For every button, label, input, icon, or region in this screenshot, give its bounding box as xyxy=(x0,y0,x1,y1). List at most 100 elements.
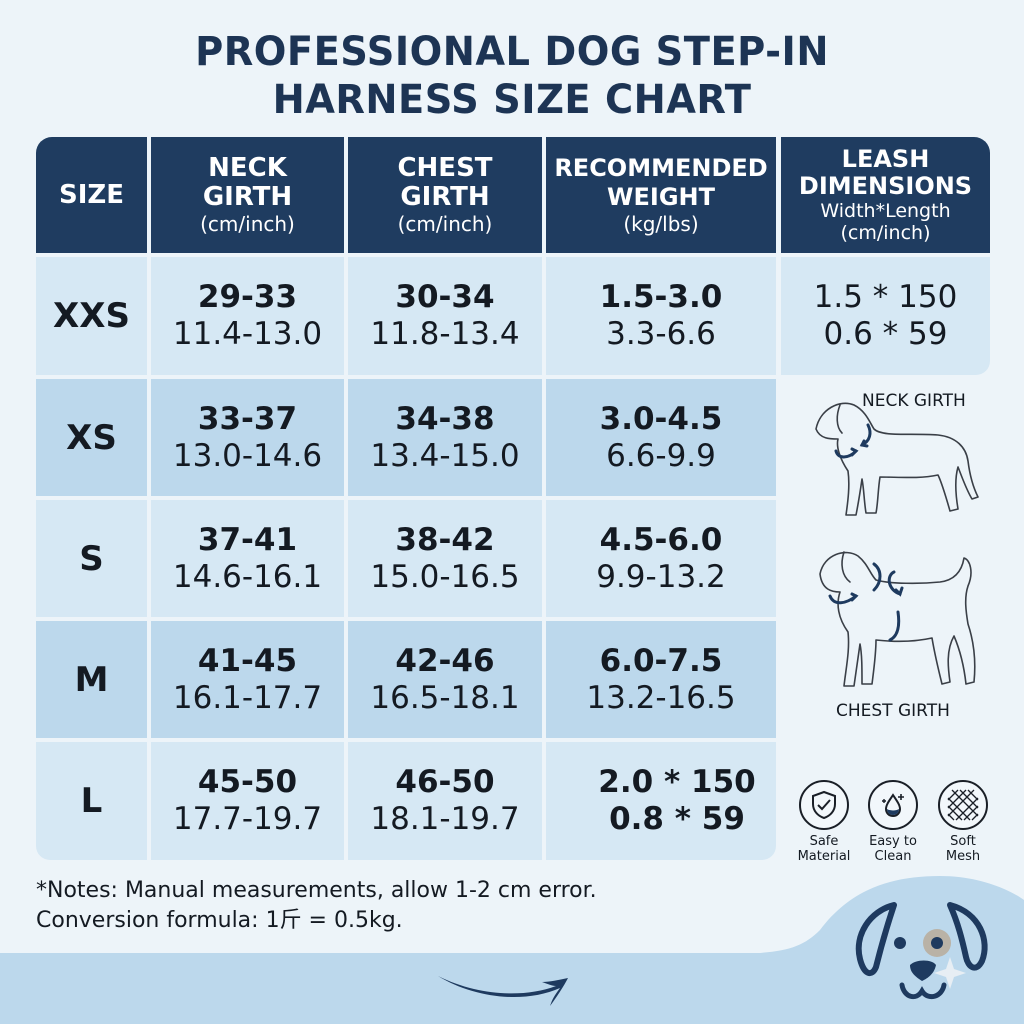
neck-inch: 13.0-14.6 xyxy=(172,437,323,474)
weight-kg: 2.0 * 150 xyxy=(598,764,756,800)
neck-cm: 33-37 xyxy=(197,400,298,437)
table-row-xs-neck: 33-37 13.0-14.6 xyxy=(151,379,344,496)
size-label: XXS xyxy=(53,296,130,336)
leash-cm: 1.5 * 150 xyxy=(813,279,958,315)
table-row-m-size: M xyxy=(36,621,147,738)
weight-kg: 1.5-3.0 xyxy=(599,279,723,315)
weight-kg: 6.0-7.5 xyxy=(599,642,723,679)
header-weight-main-2: WEIGHT xyxy=(607,183,715,211)
table-row-xxs-leash: 1.5 * 150 0.6 * 59 xyxy=(781,257,990,375)
smile-arrow-logo-icon xyxy=(438,976,568,1006)
badge-soft-mesh: Soft Mesh xyxy=(933,780,993,864)
table-row-xxs-chest: 30-34 11.8-13.4 xyxy=(348,257,542,375)
chest-cm: 46-50 xyxy=(395,764,495,800)
chest-cm: 30-34 xyxy=(395,279,495,315)
chest-inch: 13.4-15.0 xyxy=(370,437,520,474)
header-leash-sub-1: Width*Length xyxy=(820,200,951,222)
neck-girth-label: NECK GIRTH xyxy=(862,391,966,411)
weight-lbs: 3.3-6.6 xyxy=(606,316,716,352)
leash-inch: 0.6 * 59 xyxy=(823,316,948,352)
chest-cm: 38-42 xyxy=(395,521,495,558)
header-leash-main-1: LEASH xyxy=(841,145,930,173)
table-row-xs-chest: 34-38 13.4-15.0 xyxy=(348,379,542,496)
size-label: XS xyxy=(66,417,117,458)
header-neck-unit: (cm/inch) xyxy=(200,212,295,236)
header-chest-girth: CHEST GIRTH (cm/inch) xyxy=(348,137,542,253)
water-drop-icon xyxy=(868,780,918,830)
badge-mesh-line-2: Mesh xyxy=(945,849,981,864)
table-row-xxs-neck: 29-33 11.4-13.0 xyxy=(151,257,344,375)
chest-inch: 16.5-18.1 xyxy=(370,679,520,716)
table-row-m-neck: 41-45 16.1-17.7 xyxy=(151,621,344,738)
badge-safe-line-1: Safe xyxy=(809,834,839,849)
table-row-xxs-size: XXS xyxy=(36,257,147,375)
size-label: S xyxy=(79,538,104,579)
table-row-m-chest: 42-46 16.5-18.1 xyxy=(348,621,542,738)
header-leash-main-2: DIMENSIONS xyxy=(798,172,973,200)
neck-cm: 37-41 xyxy=(197,521,298,558)
neck-inch: 16.1-17.7 xyxy=(172,679,323,716)
title-line-2: HARNESS SIZE CHART xyxy=(272,77,752,123)
header-leash-dimensions: LEASH DIMENSIONS Width*Length (cm/inch) xyxy=(781,137,990,253)
table-row-s-size: S xyxy=(36,500,147,617)
chest-girth-dog-diagram-icon xyxy=(819,551,976,687)
table-row-l-chest: 46-50 18.1-19.7 xyxy=(348,742,542,860)
notes: *Notes: Manual measurements, allow 1-2 c… xyxy=(36,876,597,936)
table-row-xs-size: XS xyxy=(36,379,147,496)
weight-lbs: 6.6-9.9 xyxy=(606,437,716,474)
header-neck-main-2: GIRTH xyxy=(202,182,293,212)
table-row-s-neck: 37-41 14.6-16.1 xyxy=(151,500,344,617)
table-row-s-weight: 4.5-6.0 9.9-13.2 xyxy=(546,500,776,617)
badge-clean-line-1: Easy to xyxy=(869,834,917,849)
header-recommended-weight: RECOMMENDED WEIGHT (kg/lbs) xyxy=(546,137,776,253)
neck-cm: 41-45 xyxy=(197,642,298,679)
table-row-xxs-weight: 1.5-3.0 3.3-6.6 xyxy=(546,257,776,375)
neck-cm: 45-50 xyxy=(197,764,298,800)
header-neck-main-1: NECK xyxy=(208,153,287,183)
table-row-l-neck: 45-50 17.7-19.7 xyxy=(151,742,344,860)
header-size-label: SIZE xyxy=(58,179,124,210)
chest-inch: 11.8-13.4 xyxy=(370,316,520,352)
table-row-m-weight: 6.0-7.5 13.2-16.5 xyxy=(546,621,776,738)
table-row-s-chest: 38-42 15.0-16.5 xyxy=(348,500,542,617)
header-chest-main-2: GIRTH xyxy=(400,182,490,212)
table-row-l-weight: 2.0 * 150 0.8 * 59 xyxy=(546,742,776,860)
page-title: PROFESSIONAL DOG STEP-IN HARNESS SIZE CH… xyxy=(20,28,1003,124)
chest-cm: 34-38 xyxy=(395,400,495,437)
badge-safe-line-2: Material xyxy=(797,849,851,864)
neck-girth-dog-diagram-icon xyxy=(815,402,979,516)
weight-kg: 4.5-6.0 xyxy=(599,521,723,558)
weight-kg: 3.0-4.5 xyxy=(599,400,723,437)
title-line-1: PROFESSIONAL DOG STEP-IN xyxy=(195,29,829,75)
badge-mesh-line-1: Soft xyxy=(950,834,976,849)
mesh-icon xyxy=(938,780,988,830)
weight-lbs: 13.2-16.5 xyxy=(586,679,736,716)
weight-lbs: 9.9-13.2 xyxy=(596,558,726,595)
table-row-xs-weight: 3.0-4.5 6.6-9.9 xyxy=(546,379,776,496)
neck-inch: 14.6-16.1 xyxy=(172,558,323,595)
neck-inch: 11.4-13.0 xyxy=(172,316,323,352)
chest-inch: 18.1-19.7 xyxy=(370,801,520,837)
badge-safe-material: Safe Material xyxy=(794,780,854,864)
header-weight-main-1: RECOMMENDED xyxy=(554,154,768,182)
header-chest-unit: (cm/inch) xyxy=(397,212,493,236)
shield-check-icon xyxy=(799,780,849,830)
badge-clean-line-2: Clean xyxy=(874,849,912,864)
dog-face-mascot-icon xyxy=(855,902,988,1000)
header-leash-sub-2: (cm/inch) xyxy=(840,222,931,244)
header-weight-unit: (kg/lbs) xyxy=(623,212,699,236)
chest-girth-label: CHEST GIRTH xyxy=(836,701,950,721)
neck-inch: 17.7-19.7 xyxy=(172,801,323,837)
header-chest-main-1: CHEST xyxy=(397,153,493,183)
weight-lbs: 0.8 * 59 xyxy=(609,801,745,837)
table-row-l-size: L xyxy=(36,742,147,860)
footer-band xyxy=(0,953,1024,1024)
size-label: L xyxy=(80,781,103,821)
neck-cm: 29-33 xyxy=(197,279,298,315)
header-neck-girth: NECK GIRTH (cm/inch) xyxy=(151,137,344,253)
notes-line-1: *Notes: Manual measurements, allow 1-2 c… xyxy=(36,878,597,903)
header-size: SIZE xyxy=(36,137,147,253)
chest-cm: 42-46 xyxy=(395,642,495,679)
badge-easy-to-clean: Easy to Clean xyxy=(863,780,923,864)
size-label: M xyxy=(74,659,109,700)
